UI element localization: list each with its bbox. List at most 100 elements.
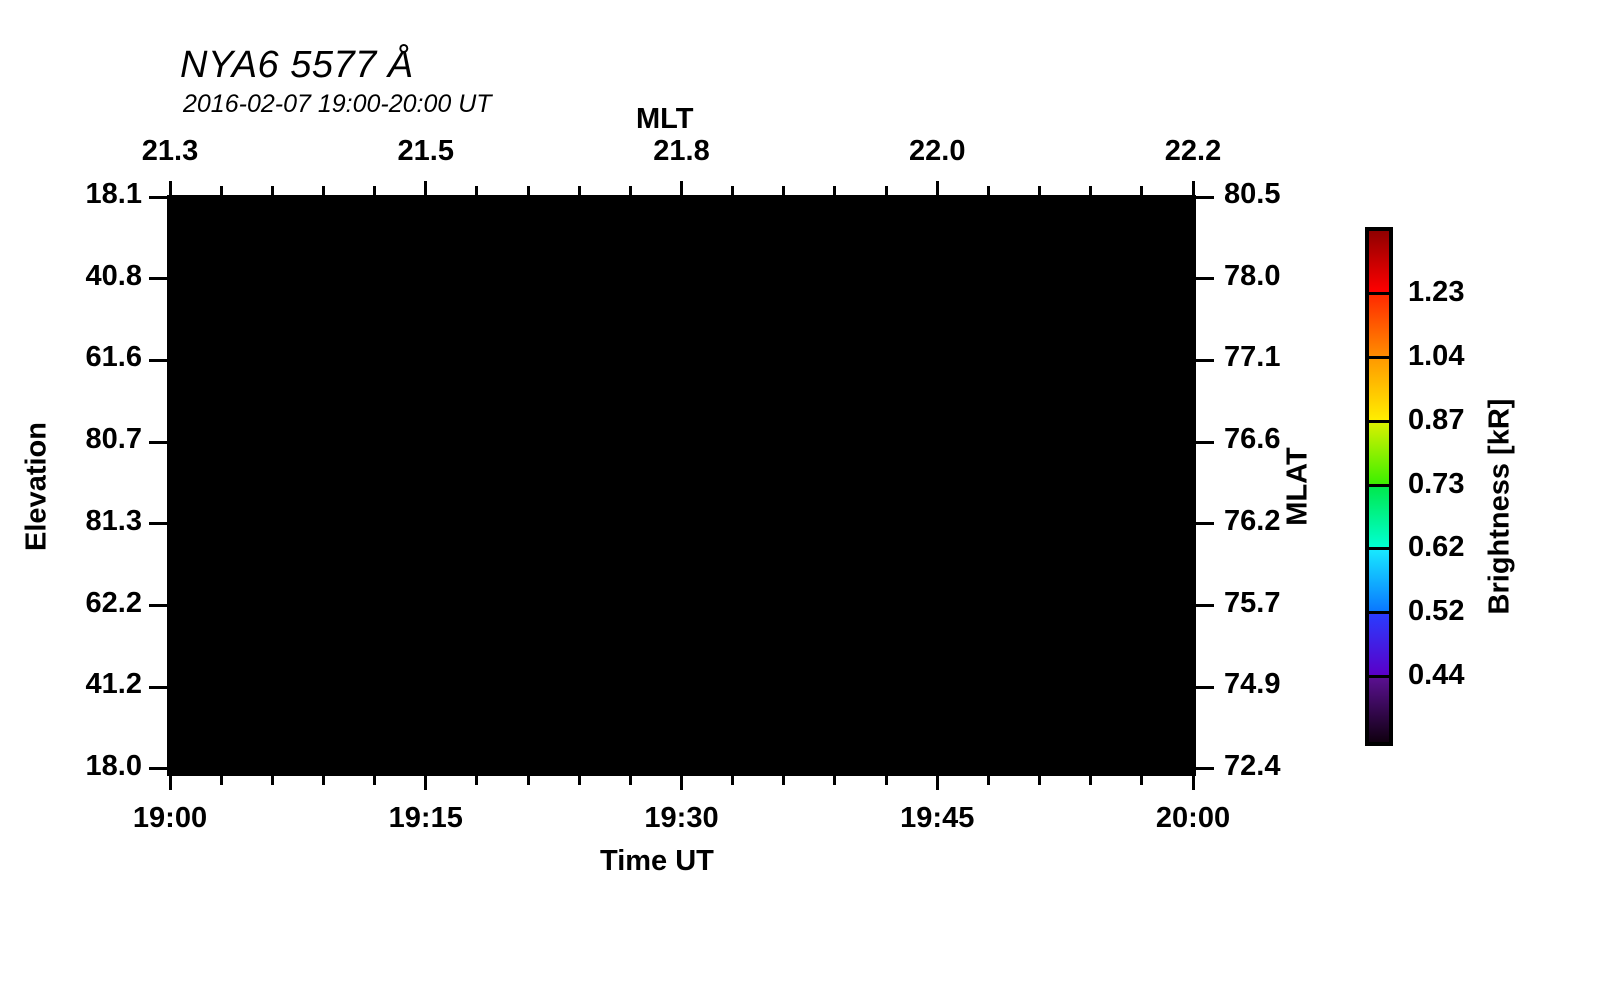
left-tick-label: 40.8: [85, 259, 142, 292]
bottom-minor-tick: [373, 773, 377, 785]
bottom-minor-tick: [475, 773, 479, 785]
colorbar-band: [1369, 231, 1389, 295]
top-major-tick: [935, 181, 939, 198]
bottom-minor-tick: [628, 773, 632, 785]
colorbar-band: [1369, 614, 1389, 679]
top-minor-tick: [270, 186, 274, 198]
top-minor-tick: [1038, 186, 1042, 198]
top-major-tick: [168, 181, 172, 198]
bottom-minor-tick: [1089, 773, 1093, 785]
left-major-tick: [149, 440, 170, 444]
page-title: NYA6 5577 Å: [180, 44, 414, 86]
right-tick-label: 72.4: [1224, 749, 1281, 782]
bottom-minor-tick: [321, 773, 325, 785]
top-minor-tick: [577, 186, 581, 198]
top-minor-tick: [1140, 186, 1144, 198]
top-minor-tick: [1089, 186, 1093, 198]
top-minor-tick: [219, 186, 223, 198]
colorbar-band: [1369, 358, 1389, 423]
left-tick-label: 18.1: [85, 178, 142, 210]
colorbar-tick-label: 0.87: [1408, 403, 1465, 436]
colorbar-tick-label: 0.73: [1408, 467, 1465, 500]
top-minor-tick: [833, 186, 837, 198]
right-tick-label: 75.7: [1224, 586, 1281, 619]
right-tick-label: 78.0: [1224, 259, 1281, 292]
bottom-tick-label: 20:00: [1155, 802, 1231, 834]
right-major-tick: [1193, 277, 1214, 281]
left-major-tick: [149, 767, 170, 771]
left-major-tick: [149, 685, 170, 689]
bottom-major-tick: [935, 773, 939, 790]
right-major-tick: [1193, 358, 1214, 362]
bottom-minor-tick: [884, 773, 888, 785]
top-tick-label: 21.8: [653, 135, 710, 167]
bottom-major-tick: [424, 773, 428, 790]
bottom-minor-tick: [577, 773, 581, 785]
top-minor-tick: [731, 186, 735, 198]
bottom-minor-tick: [731, 773, 735, 785]
bottom-minor-tick: [270, 773, 274, 785]
right-major-tick: [1193, 440, 1214, 444]
left-tick-label: 41.2: [85, 668, 142, 701]
left-axis-label-elevation: Elevation: [20, 422, 53, 551]
colorbar-band: [1369, 550, 1389, 615]
colorbar-title: Brightness [kR]: [1483, 398, 1516, 615]
top-axis-label-mlt: MLT: [636, 103, 694, 135]
top-tick-label: 22.0: [909, 135, 966, 167]
left-tick-label: 81.3: [85, 504, 142, 537]
bottom-axis-label-time: Time UT: [600, 845, 714, 877]
top-tick-label: 21.3: [141, 135, 199, 167]
colorbar-band: [1369, 422, 1389, 487]
top-major-tick: [1191, 181, 1195, 198]
top-minor-tick: [321, 186, 325, 198]
colorbar-tick-label: 0.62: [1408, 531, 1465, 564]
bottom-minor-tick: [833, 773, 837, 785]
top-minor-tick: [373, 186, 377, 198]
bottom-minor-tick: [1038, 773, 1042, 785]
bottom-tick-label: 19:15: [388, 802, 463, 834]
top-minor-tick: [986, 186, 990, 198]
bottom-minor-tick: [986, 773, 990, 785]
bottom-tick-label: 19:00: [132, 802, 208, 834]
top-tick-label: 22.2: [1164, 135, 1222, 167]
colorbar-band: [1369, 486, 1389, 551]
top-major-tick: [680, 181, 683, 198]
bottom-major-tick: [168, 773, 172, 790]
left-major-tick: [149, 522, 170, 526]
left-tick-label: 18.0: [85, 749, 142, 782]
left-tick-label: 61.6: [85, 341, 142, 374]
bottom-tick-label: 19:30: [644, 802, 719, 834]
left-major-tick: [149, 358, 170, 362]
left-major-tick: [149, 195, 170, 199]
right-tick-label: 80.5: [1224, 178, 1281, 210]
top-minor-tick: [884, 186, 888, 198]
colorbar-tick-label: 1.04: [1408, 339, 1465, 372]
colorbar-tick-label: 0.52: [1408, 595, 1465, 628]
bottom-minor-tick: [526, 773, 530, 785]
bottom-minor-tick: [782, 773, 786, 785]
keogram-image: [170, 198, 1193, 773]
top-major-tick: [424, 181, 428, 198]
right-major-tick: [1193, 195, 1214, 199]
right-tick-label: 76.6: [1224, 423, 1281, 456]
bottom-major-tick: [1191, 773, 1195, 790]
top-minor-tick: [475, 186, 479, 198]
colorbar: [1365, 227, 1393, 746]
page-subtitle: 2016-02-07 19:00-20:00 UT: [183, 90, 492, 118]
bottom-major-tick: [680, 773, 683, 790]
left-tick-label: 62.2: [85, 586, 142, 619]
top-minor-tick: [526, 186, 530, 198]
top-minor-tick: [628, 186, 632, 198]
right-major-tick: [1193, 604, 1214, 607]
top-tick-label: 21.5: [397, 135, 454, 167]
right-tick-label: 76.2: [1224, 504, 1281, 537]
top-minor-tick: [782, 186, 786, 198]
left-major-tick: [149, 604, 170, 607]
bottom-minor-tick: [1140, 773, 1144, 785]
left-tick-label: 80.7: [85, 423, 142, 456]
right-axis-label-mlat: MLAT: [1281, 447, 1314, 526]
right-major-tick: [1193, 767, 1214, 771]
colorbar-tick-label: 1.23: [1408, 275, 1465, 308]
right-tick-label: 74.9: [1224, 668, 1281, 701]
